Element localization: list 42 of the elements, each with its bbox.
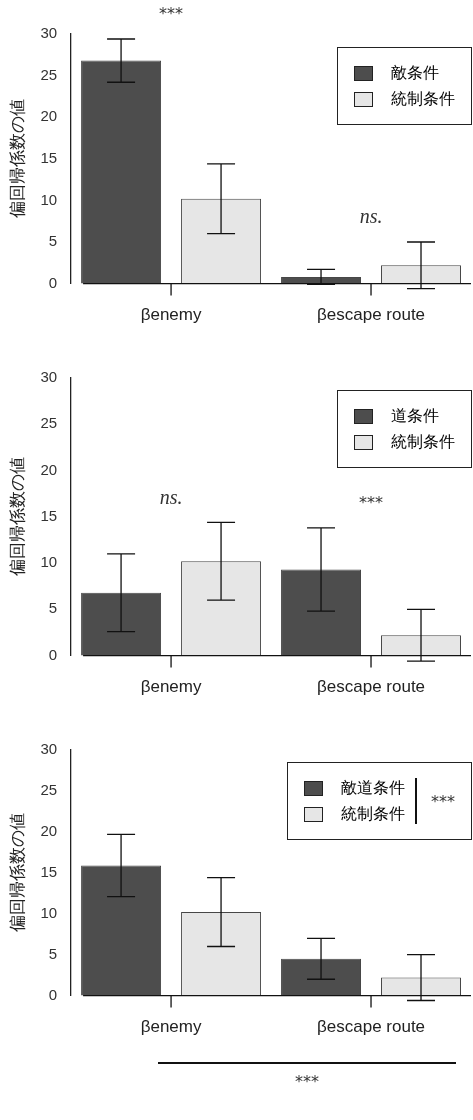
x-tick-label: βenemy	[140, 1017, 202, 1037]
x-tick-label: βescape route	[316, 677, 426, 697]
legend-label: 敵条件	[391, 62, 439, 84]
y-tick-label: 5	[48, 944, 58, 962]
y-axis-title: 偏回帰係数の値	[7, 813, 27, 933]
annotation: ***	[431, 791, 455, 811]
x-tick-label: βenemy	[140, 677, 202, 697]
legend-label: 統制条件	[391, 431, 455, 453]
y-axis-title: 偏回帰係数の値	[7, 99, 27, 219]
y-tick-label: 10	[40, 553, 58, 571]
legend-label: 統制条件	[391, 88, 455, 110]
legend-label: 道条件	[391, 405, 439, 427]
y-tick-label: 10	[40, 190, 58, 208]
text: ***	[159, 4, 184, 24]
y-tick-label: 25	[40, 781, 58, 799]
y-tick-label: 5	[48, 232, 58, 250]
y-tick-label: 20	[40, 822, 58, 840]
annotation: ***	[359, 493, 384, 513]
y-tick-label: 15	[40, 862, 58, 880]
y-tick-label: 20	[40, 107, 58, 125]
x-tick-label: βescape route	[316, 305, 426, 325]
y-tick-label: 5	[48, 599, 58, 617]
y-tick-label: 25	[40, 65, 58, 83]
text: ***	[294, 1072, 320, 1091]
y-tick-label: 10	[40, 903, 58, 921]
y-tick-label: 0	[48, 645, 58, 663]
y-axis-title: 偏回帰係数の値	[7, 457, 27, 577]
annotation: ns.	[159, 485, 183, 508]
y-tick-label: 30	[40, 24, 58, 42]
y-tick-label: 0	[48, 985, 58, 1003]
y-tick-label: 30	[40, 368, 58, 386]
annotation: ns.	[359, 205, 383, 228]
y-tick-label: 25	[40, 414, 58, 432]
y-tick-label: 0	[48, 273, 58, 291]
legend-label: 統制条件	[341, 803, 405, 825]
x-tick-label: βescape route	[316, 1017, 426, 1037]
x-tick-label: βenemy	[140, 305, 202, 325]
y-tick-label: 20	[40, 460, 58, 478]
legend-label: 敵道条件	[341, 777, 405, 799]
y-tick-label: 15	[40, 148, 58, 166]
y-tick-label: 30	[40, 740, 58, 758]
y-tick-label: 15	[40, 506, 58, 524]
